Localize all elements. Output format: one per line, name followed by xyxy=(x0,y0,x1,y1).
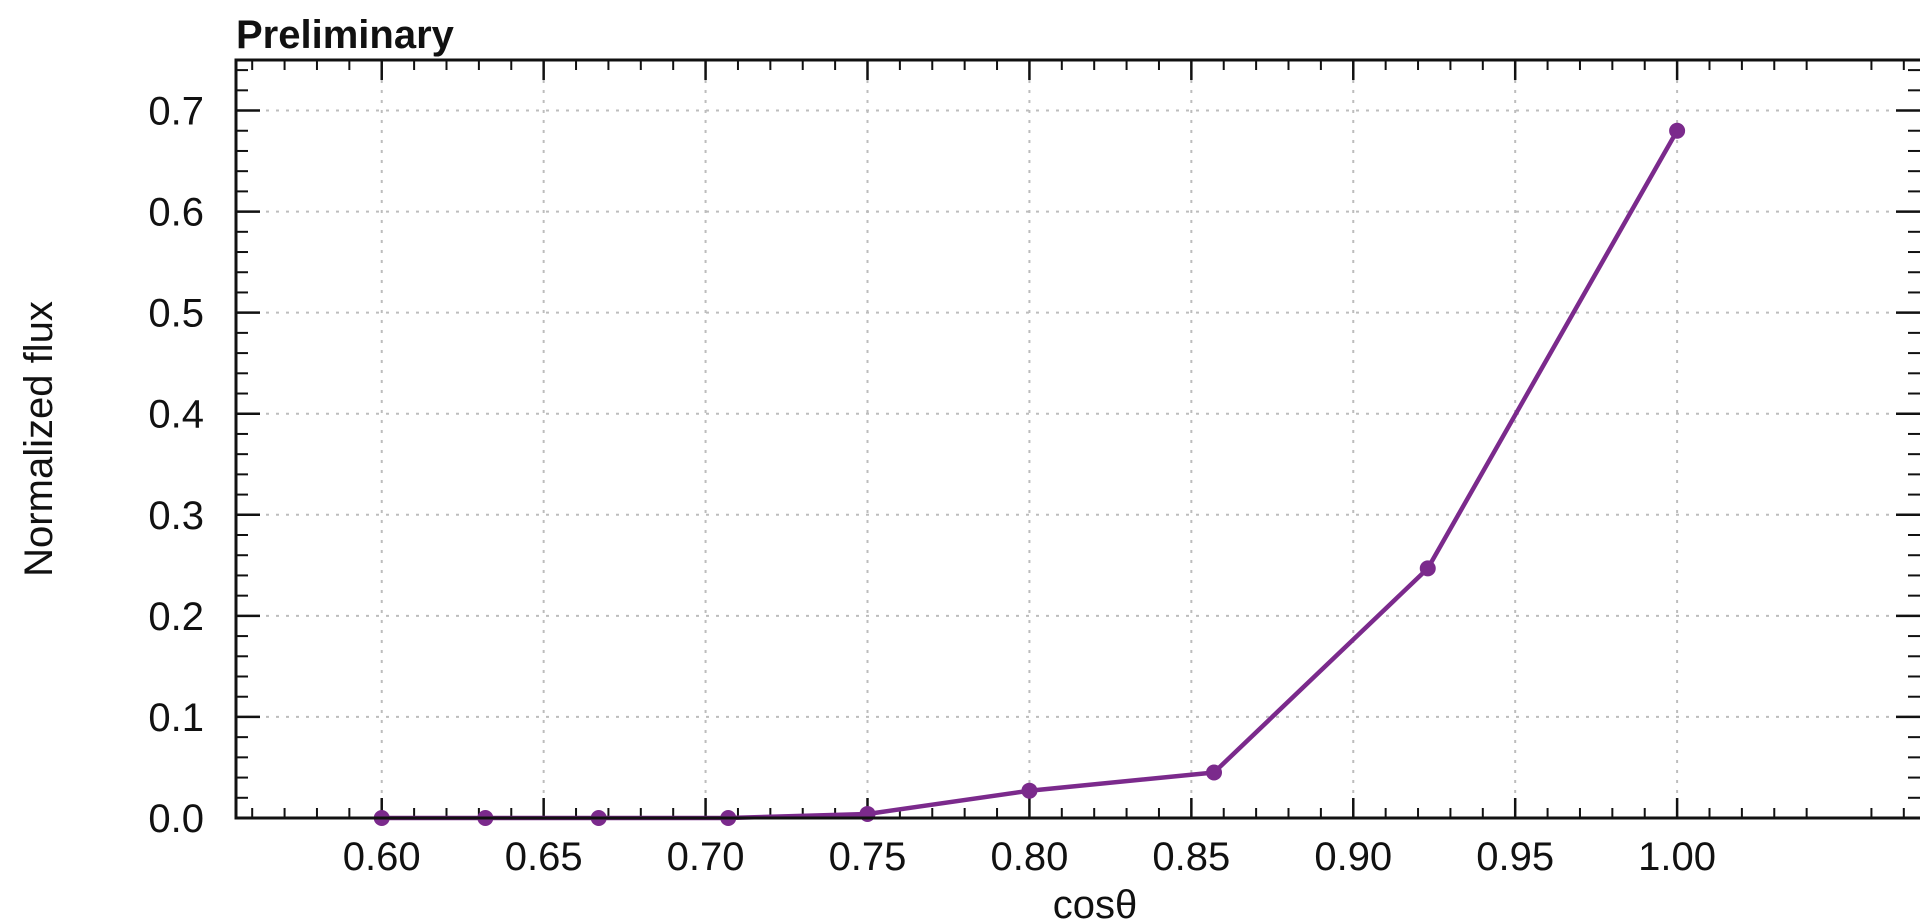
x-tick-label: 1.00 xyxy=(1638,835,1716,879)
data-point xyxy=(1021,782,1038,799)
y-tick-label: 0.5 xyxy=(148,292,204,336)
x-tick-label: 0.85 xyxy=(1152,835,1230,879)
y-tick-label: 0.6 xyxy=(148,191,204,235)
x-tick-label: 0.95 xyxy=(1476,835,1554,879)
x-tick-label: 0.75 xyxy=(829,835,907,879)
x-axis-label: cosθ xyxy=(1053,883,1138,923)
plot-frame xyxy=(234,58,1920,820)
chart-title: Preliminary xyxy=(236,13,455,57)
x-tick-label: 0.65 xyxy=(505,835,583,879)
grid xyxy=(236,60,1920,818)
y-tick-label: 0.2 xyxy=(148,595,204,639)
x-tick-label: 0.70 xyxy=(667,835,745,879)
data-point xyxy=(1206,764,1223,781)
x-tick-label: 0.80 xyxy=(990,835,1068,879)
x-tick-label: 0.60 xyxy=(343,835,421,879)
y-tick-label: 0.0 xyxy=(148,797,204,841)
y-axis-label: Normalized flux xyxy=(17,301,61,577)
ticks: 0.60 0.65 0.70 0.75 0.80 0.85 0.90 0.95 1.00 0.0 0… xyxy=(148,60,1920,879)
series-line xyxy=(381,129,1680,821)
data-point xyxy=(1419,560,1436,577)
y-tick-label: 0.3 xyxy=(148,494,204,538)
y-tick-label: 0.4 xyxy=(148,393,204,437)
data-point xyxy=(1669,122,1686,139)
y-tick-label: 0.7 xyxy=(148,90,204,134)
data-point xyxy=(859,805,876,822)
x-tick-label: 0.90 xyxy=(1314,835,1392,879)
y-tick-label: 0.1 xyxy=(148,696,204,740)
